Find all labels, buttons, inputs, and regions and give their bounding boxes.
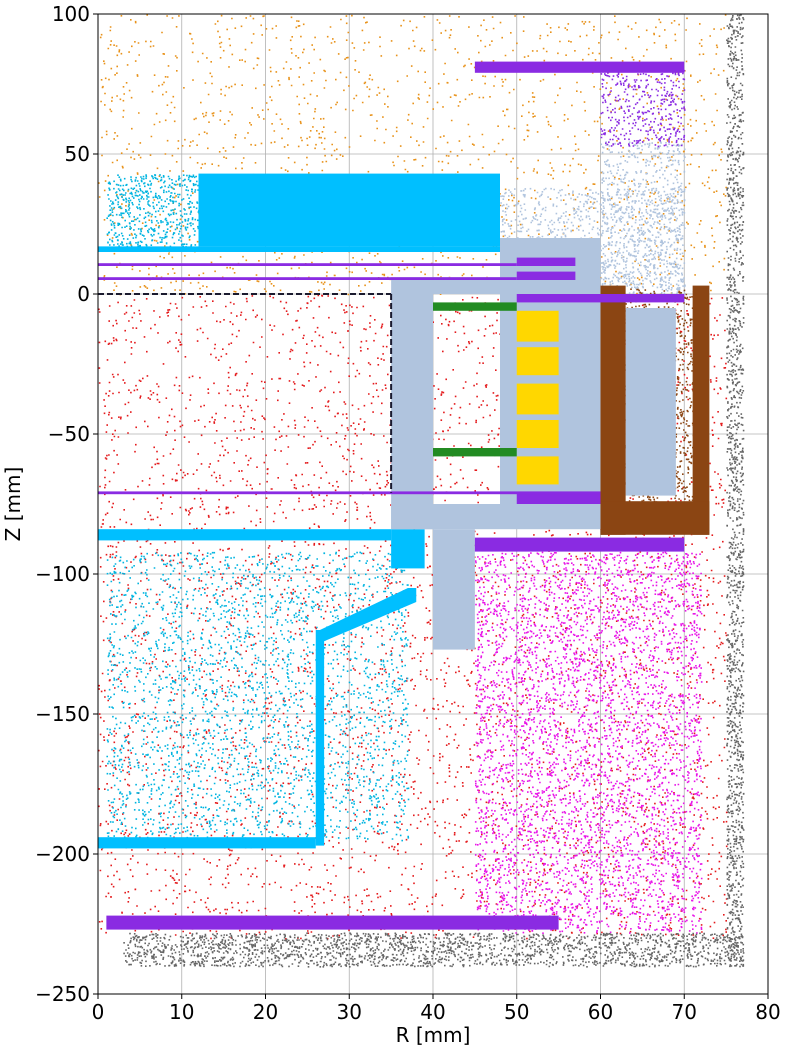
component-rect xyxy=(516,294,685,303)
component-rect xyxy=(474,537,685,552)
x-tick-label: 80 xyxy=(755,1000,780,1024)
component-rect xyxy=(600,501,710,535)
scatter-region-9 xyxy=(106,551,410,842)
x-tick-label: 70 xyxy=(672,1000,697,1024)
y-tick-label: −50 xyxy=(48,422,90,446)
component-rect xyxy=(433,529,475,650)
scatter-points xyxy=(106,174,200,248)
plot-area xyxy=(98,14,745,968)
component-rect xyxy=(516,347,559,376)
y-tick-label: 0 xyxy=(77,282,90,306)
y-tick-label: −250 xyxy=(35,982,90,1006)
scatter-region-2 xyxy=(474,551,703,934)
component-rect xyxy=(516,383,559,415)
x-tick-label: 50 xyxy=(504,1000,529,1024)
scatter-region-6 xyxy=(600,140,686,296)
component-rect xyxy=(433,448,517,457)
scatter-points xyxy=(600,61,686,148)
scatter-region-3 xyxy=(123,932,745,968)
component-rect xyxy=(600,285,626,535)
axis-ticks: 0 10 20 30 40 50 60 70 80 −250 −200 −150 −100 −50 0 50 1… xyxy=(35,2,781,1024)
scatter-points xyxy=(106,551,410,842)
component-rect xyxy=(98,246,500,252)
x-tick-label: 40 xyxy=(420,1000,445,1024)
component-rect xyxy=(98,491,601,495)
scatter-region-10 xyxy=(600,61,686,148)
scatter-region-8 xyxy=(106,174,200,248)
component-rect xyxy=(98,263,517,266)
component-rect xyxy=(433,302,517,311)
x-tick-label: 10 xyxy=(169,1000,194,1024)
component-rect xyxy=(98,277,517,280)
component-rect xyxy=(625,308,676,496)
component-rect xyxy=(474,61,685,73)
x-axis-label: R [mm] xyxy=(396,1023,471,1047)
scatter-region-4 xyxy=(726,14,745,968)
scatter-points xyxy=(123,932,745,968)
scatter-region-1 xyxy=(98,294,728,940)
y-tick-label: −150 xyxy=(35,702,90,726)
component-rect xyxy=(315,630,325,846)
component-rect xyxy=(516,420,559,448)
component-rect xyxy=(391,294,433,530)
x-tick-label: 30 xyxy=(337,1000,362,1024)
component-rect xyxy=(98,529,392,541)
component-rect xyxy=(391,277,601,294)
scatter-points xyxy=(98,294,728,940)
component-rect xyxy=(106,915,559,930)
x-tick-label: 20 xyxy=(253,1000,278,1024)
y-tick-label: −100 xyxy=(35,562,90,586)
y-tick-label: −200 xyxy=(35,842,90,866)
component-rect xyxy=(516,271,576,280)
component-rect xyxy=(391,504,601,530)
component-rect xyxy=(516,492,601,504)
component-rect xyxy=(198,173,500,247)
x-tick-label: 60 xyxy=(588,1000,613,1024)
y-axis-label: Z [mm] xyxy=(1,467,25,542)
component-rect xyxy=(516,310,559,342)
component-rect xyxy=(692,285,710,535)
component-rect xyxy=(516,456,559,485)
component-rect xyxy=(98,837,316,849)
component-rect xyxy=(516,257,576,266)
x-tick-label: 0 xyxy=(92,1000,105,1024)
component-rect xyxy=(391,529,425,569)
y-tick-label: 50 xyxy=(65,142,90,166)
component-polygon xyxy=(319,588,417,642)
scatter-points xyxy=(474,551,703,934)
scatter-points xyxy=(600,140,686,296)
scatter-points xyxy=(726,14,745,968)
y-tick-label: 100 xyxy=(52,2,90,26)
